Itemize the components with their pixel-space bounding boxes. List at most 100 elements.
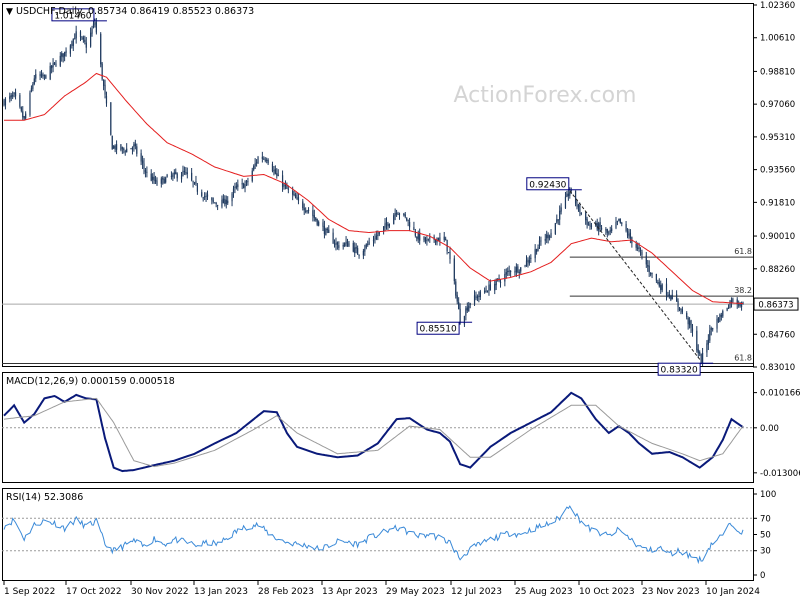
candle-body <box>296 197 298 199</box>
candle-body <box>235 186 237 188</box>
candle-body <box>535 249 538 252</box>
candle-body <box>29 92 31 115</box>
candle-body <box>312 210 314 217</box>
rsi-tick-label: 100 <box>760 490 776 500</box>
candle-body <box>484 290 486 293</box>
candle-body <box>665 283 668 295</box>
candle-body <box>616 221 619 223</box>
candle-body <box>407 219 409 221</box>
candle-body <box>247 180 249 182</box>
date-tick-label: 17 Oct 2022 <box>66 587 122 597</box>
candle-body <box>576 203 578 207</box>
price-tick-label: 0.91810 <box>760 198 795 208</box>
candle-body <box>577 205 580 208</box>
date-tick-label: 28 Feb 2023 <box>258 587 314 597</box>
candle-body <box>507 270 509 273</box>
candle-body <box>738 304 740 306</box>
candle-body <box>102 79 105 86</box>
candle-body <box>525 260 528 266</box>
candle-body <box>101 63 103 80</box>
candle-body <box>655 273 657 281</box>
candle-body <box>701 352 704 364</box>
candle-body <box>13 92 15 95</box>
candle-body <box>671 294 673 300</box>
candle-body <box>618 218 620 221</box>
candle-body <box>241 183 243 185</box>
candle-body <box>414 231 416 236</box>
macd-tick-label: 0.010166 <box>760 389 800 399</box>
candle-body <box>144 169 147 173</box>
candle-body <box>476 296 479 299</box>
candle-body <box>257 157 259 164</box>
macd-signal-line <box>3 397 744 468</box>
candle-body <box>647 265 649 267</box>
candle-body <box>586 219 588 226</box>
candle-body <box>286 184 288 189</box>
candle-body <box>374 238 376 240</box>
candle-body <box>206 194 209 197</box>
candle-body <box>404 214 406 217</box>
svg-text:▼: ▼ <box>6 7 13 17</box>
candle-body <box>608 232 610 234</box>
candle-body <box>254 163 256 166</box>
candle-body <box>326 228 328 231</box>
candle-body <box>641 251 643 255</box>
candle-body <box>651 272 653 274</box>
price-tick-label: 0.95310 <box>760 133 795 143</box>
rsi-panel <box>2 505 753 565</box>
candle-body <box>559 210 561 220</box>
candle-body <box>707 339 709 345</box>
candle-body <box>14 92 17 97</box>
candle-body <box>611 228 613 232</box>
price-tick-label: 0.83010 <box>760 363 795 373</box>
candle-body <box>727 307 730 309</box>
candle-body <box>62 53 64 58</box>
candle-body <box>173 172 175 175</box>
rsi-panel-frame <box>2 488 754 581</box>
date-tick-label: 23 Nov 2023 <box>642 587 700 597</box>
candle-body <box>403 213 405 215</box>
candle-body <box>318 221 320 226</box>
candle-body <box>72 38 74 46</box>
candle-body <box>540 240 542 242</box>
candle-body <box>196 185 199 192</box>
candle-body <box>33 78 35 84</box>
candle-body <box>172 174 174 177</box>
candle-body <box>49 66 51 80</box>
candle-body <box>680 308 682 310</box>
candle-body <box>726 308 728 311</box>
candle-body <box>244 183 246 188</box>
candle-body <box>335 242 337 245</box>
candle-body <box>40 73 43 77</box>
pivot-label: 0.83320 <box>661 366 698 376</box>
candle-body <box>153 176 155 181</box>
candle-body <box>81 37 83 39</box>
candle-body <box>406 217 408 221</box>
date-tick-label: 25 Aug 2023 <box>515 587 573 597</box>
candle-body <box>192 181 194 183</box>
candle-body <box>579 205 581 213</box>
candle-body <box>163 178 165 184</box>
candle-body <box>590 225 593 228</box>
candle-body <box>479 291 481 298</box>
candle-body <box>100 33 102 65</box>
candle-body <box>564 196 567 209</box>
candle-body <box>629 232 632 239</box>
candle-body <box>111 135 113 150</box>
rsi-axis: 100 70 50 30 0 <box>753 490 776 581</box>
fib-level-label: 61.8 <box>734 353 752 362</box>
date-tick-label: 13 Jan 2023 <box>194 587 248 597</box>
candle-body <box>152 176 154 180</box>
candle-body <box>61 53 63 57</box>
candle-body <box>242 183 245 189</box>
candle-body <box>423 236 425 241</box>
candle-body <box>217 204 219 206</box>
candle-body <box>141 160 144 164</box>
candle-body <box>424 237 427 242</box>
candle-body <box>325 228 327 236</box>
candle-body <box>126 148 128 153</box>
main-panel-frame <box>2 3 754 367</box>
candle-body <box>368 242 370 244</box>
candle-body <box>261 156 263 159</box>
candle-body <box>377 234 379 236</box>
